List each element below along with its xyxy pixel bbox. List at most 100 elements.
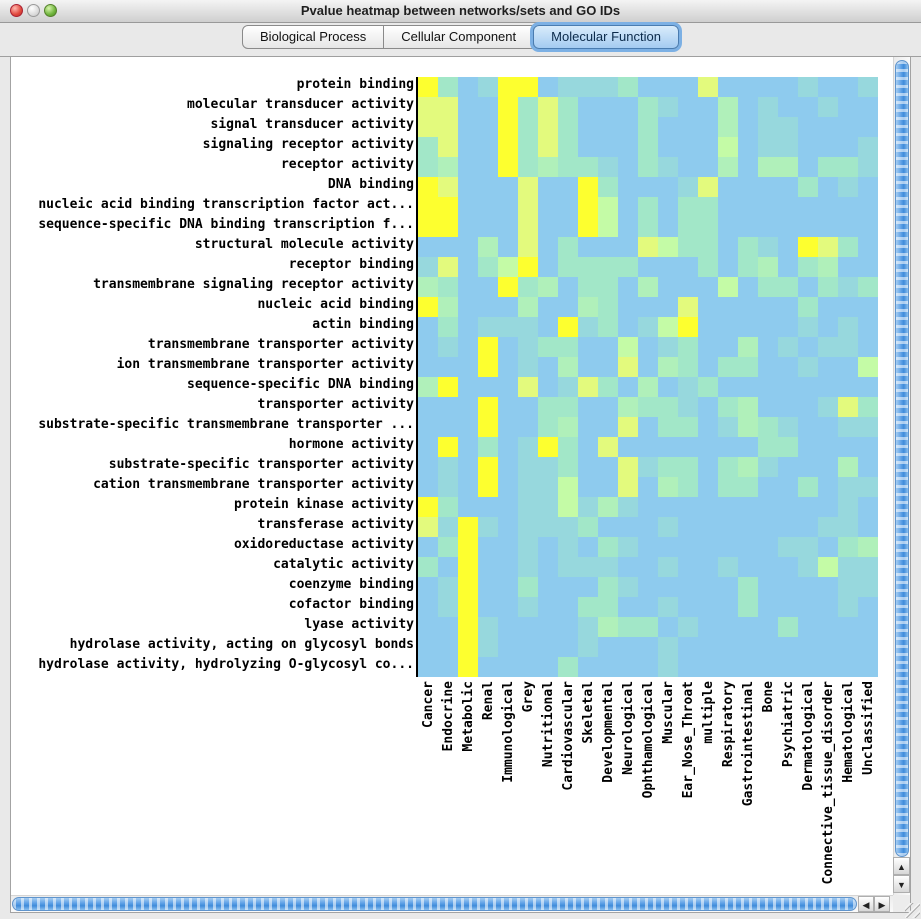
heatmap-cell xyxy=(858,217,878,237)
heatmap-cell xyxy=(858,597,878,617)
scroll-left-button[interactable]: ◀ xyxy=(858,896,874,912)
heatmap-cell xyxy=(418,197,438,217)
heatmap-cell xyxy=(598,157,618,177)
heatmap-cell xyxy=(758,217,778,237)
heatmap-cell xyxy=(478,357,498,377)
scroll-down-button[interactable]: ▼ xyxy=(893,875,910,893)
minimize-button[interactable] xyxy=(27,4,40,17)
heatmap-cell xyxy=(618,417,638,437)
heatmap-cell xyxy=(778,77,798,97)
zoom-button[interactable] xyxy=(44,4,57,17)
heatmap-cell xyxy=(618,317,638,337)
heatmap-cell xyxy=(418,157,438,177)
tab-pane-border xyxy=(0,56,921,57)
heatmap-cell xyxy=(558,477,578,497)
heatmap-cell xyxy=(578,217,598,237)
heatmap-cell xyxy=(718,317,738,337)
heatmap-cell xyxy=(518,237,538,257)
heatmap-cell xyxy=(758,357,778,377)
heatmap-cell xyxy=(558,517,578,537)
heatmap-cell xyxy=(838,597,858,617)
window-resize-grip[interactable] xyxy=(905,903,920,918)
heatmap-cell xyxy=(518,297,538,317)
heatmap-cell xyxy=(418,357,438,377)
heatmap-cell xyxy=(578,257,598,277)
heatmap-cell xyxy=(838,417,858,437)
heatmap-cell xyxy=(578,597,598,617)
row-label: transmembrane signaling receptor activit… xyxy=(93,277,414,292)
heatmap-cell xyxy=(778,137,798,157)
heatmap-cell xyxy=(418,377,438,397)
heatmap-cell xyxy=(738,417,758,437)
vertical-scrollbar[interactable] xyxy=(893,57,910,895)
heatmap-cell xyxy=(618,657,638,677)
heatmap-cell xyxy=(678,317,698,337)
heatmap-cell xyxy=(838,197,858,217)
heatmap-cell xyxy=(418,417,438,437)
heatmap-cell xyxy=(538,77,558,97)
heatmap-cell xyxy=(838,657,858,677)
heatmap-cell xyxy=(618,257,638,277)
heatmap-cell xyxy=(458,557,478,577)
tab-molecular-function[interactable]: Molecular Function xyxy=(533,25,679,49)
heatmap-cell xyxy=(658,417,678,437)
heatmap-cell xyxy=(438,77,458,97)
heatmap-cell xyxy=(598,457,618,477)
heatmap-cell xyxy=(518,657,538,677)
heatmap-cell xyxy=(558,337,578,357)
heatmap-cell xyxy=(498,497,518,517)
heatmap-panel: protein binding molecular transducer acti… xyxy=(10,57,911,913)
heatmap-cell xyxy=(838,557,858,577)
heatmap-cell xyxy=(778,357,798,377)
heatmap-cell xyxy=(418,577,438,597)
heatmap-cell xyxy=(858,617,878,637)
heatmap-cell xyxy=(618,397,638,417)
column-label-text: Ophthamological xyxy=(641,681,656,799)
heatmap-cell xyxy=(538,97,558,117)
heatmap-cell xyxy=(518,357,538,377)
heatmap-cell xyxy=(818,137,838,157)
heatmap-cell xyxy=(818,217,838,237)
close-button[interactable] xyxy=(10,4,23,17)
heatmap-cell xyxy=(538,517,558,537)
heatmap-cell xyxy=(438,137,458,157)
heatmap-cell xyxy=(858,357,878,377)
heatmap-cell xyxy=(838,497,858,517)
heatmap-cell xyxy=(518,217,538,237)
heatmap-cell xyxy=(858,637,878,657)
horizontal-scrollbar-thumb[interactable] xyxy=(12,897,857,911)
column-label: Ophthamological xyxy=(641,679,661,889)
heatmap-cell xyxy=(458,537,478,557)
heatmap-cell xyxy=(738,597,758,617)
row-label: lyase activity xyxy=(304,617,414,632)
heatmap-cell xyxy=(458,457,478,477)
heatmap-cell xyxy=(598,177,618,197)
heatmap-cell xyxy=(798,137,818,157)
vertical-scrollbar-thumb[interactable] xyxy=(895,60,909,857)
heatmap-cell xyxy=(538,657,558,677)
heatmap-cell xyxy=(498,517,518,537)
heatmap-cell xyxy=(538,237,558,257)
heatmap-cell xyxy=(498,197,518,217)
heatmap-cell xyxy=(718,117,738,137)
heatmap-cell xyxy=(518,177,538,197)
tab-cellular-component[interactable]: Cellular Component xyxy=(383,25,535,49)
column-label-text: Muscular xyxy=(661,681,676,744)
heatmap-cell xyxy=(438,617,458,637)
heatmap-cell xyxy=(458,137,478,157)
heatmap-cell xyxy=(718,177,738,197)
heatmap-cell xyxy=(818,117,838,137)
heatmap-cell xyxy=(438,237,458,257)
heatmap-cell xyxy=(418,337,438,357)
heatmap-cell xyxy=(638,277,658,297)
heatmap-cell xyxy=(758,257,778,277)
heatmap-cell xyxy=(538,317,558,337)
heatmap-cell xyxy=(858,177,878,197)
tab-biological-process[interactable]: Biological Process xyxy=(242,25,385,49)
heatmap-cell xyxy=(838,297,858,317)
scroll-right-button[interactable]: ▶ xyxy=(874,896,890,912)
heatmap-cell xyxy=(858,277,878,297)
row-label: sequence-specific DNA binding transcript… xyxy=(38,217,414,232)
horizontal-scrollbar[interactable]: ◀ ▶ xyxy=(11,895,893,912)
scroll-up-button[interactable]: ▲ xyxy=(893,857,910,875)
